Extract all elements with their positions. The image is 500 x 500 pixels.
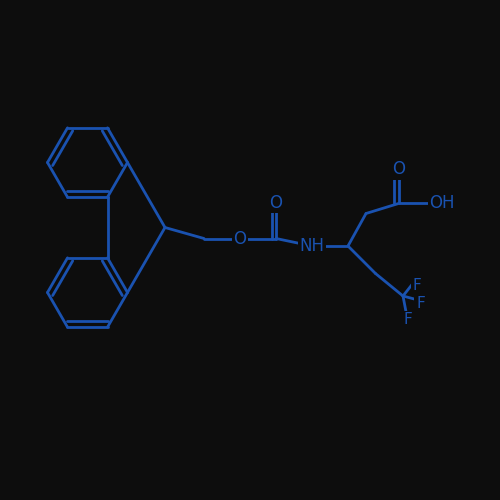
Text: O: O xyxy=(270,194,282,212)
Text: O: O xyxy=(234,230,246,248)
Text: F: F xyxy=(412,278,422,292)
Text: OH: OH xyxy=(429,194,455,212)
Text: O: O xyxy=(392,160,405,178)
Text: F: F xyxy=(416,296,425,311)
Text: F: F xyxy=(404,312,412,328)
Text: NH: NH xyxy=(300,237,324,255)
